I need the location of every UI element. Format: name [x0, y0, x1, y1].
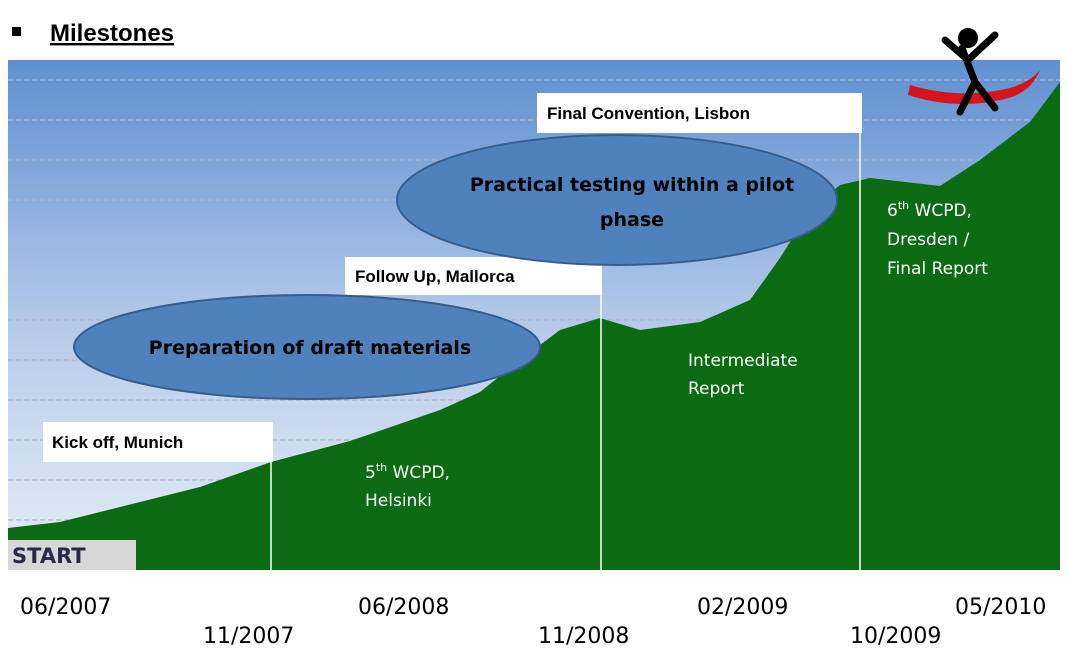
annotation-suffix: th [898, 199, 909, 212]
date-label: 11/2007 [203, 624, 294, 649]
phase-ellipse [397, 135, 837, 265]
annotation: Helsinki [365, 491, 432, 511]
milestone-label: Follow Up, Mallorca [355, 267, 515, 286]
start-label: START [12, 544, 86, 568]
annotation-text: WCPD, [909, 201, 972, 221]
date-label: 10/2009 [850, 624, 941, 649]
slide: Milestones START Kick off, Munich Follow… [0, 0, 1068, 649]
annotation: Report [688, 379, 745, 399]
annotation-suffix: th [376, 461, 387, 474]
annotation-text: WCPD, [387, 463, 450, 483]
annotation-number: 6 [887, 201, 898, 221]
milestone-label: Final Convention, Lisbon [547, 104, 750, 123]
date-label: 11/2008 [538, 624, 629, 649]
bullet [12, 27, 21, 36]
date-label: 05/2010 [955, 595, 1046, 620]
date-label: 06/2008 [358, 595, 449, 620]
title: Milestones [50, 20, 174, 47]
phase-label: Practical testing within a pilot [470, 174, 794, 196]
date-label: 02/2009 [697, 595, 788, 620]
phase-label: phase [600, 209, 664, 231]
annotation: Final Report [887, 259, 988, 279]
annotation: Intermediate [688, 351, 798, 371]
milestone-label: Kick off, Munich [52, 433, 183, 452]
phase-label: Preparation of draft materials [149, 337, 471, 359]
date-label: 06/2007 [20, 595, 111, 620]
annotation-number: 5 [365, 463, 376, 483]
page: {"header": {"title": "Milestones"}, "mil… [0, 0, 1068, 649]
annotation: Dresden / [887, 230, 969, 250]
